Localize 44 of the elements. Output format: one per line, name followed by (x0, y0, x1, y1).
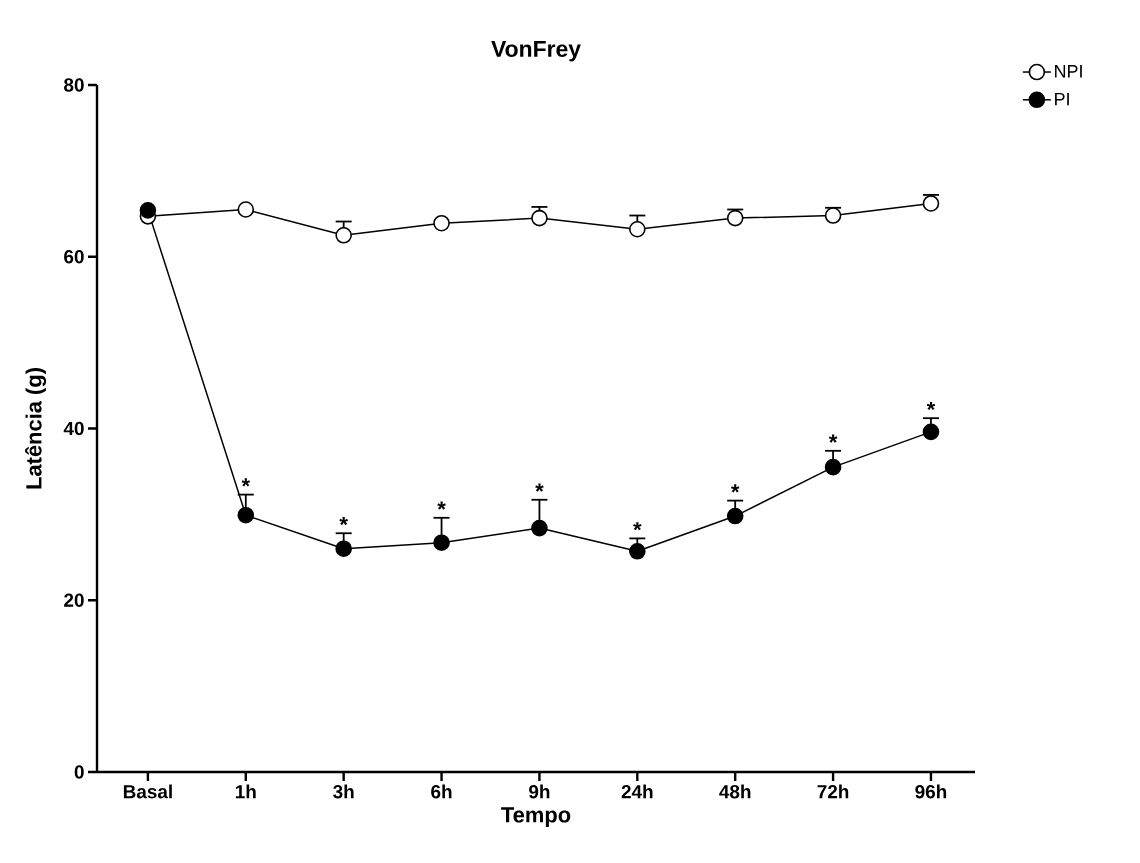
x-tick-label: 96h (915, 784, 947, 799)
y-tick-label: 80 (64, 78, 84, 92)
y-tick-label: 40 (63, 421, 84, 436)
x-tick-label: 9h (529, 784, 550, 799)
annotation: * (633, 522, 642, 531)
point (629, 542, 646, 560)
point (629, 220, 646, 238)
point (531, 519, 548, 537)
annotation: * (241, 478, 251, 487)
x-tick-label: Basal (123, 784, 172, 799)
x-tick-label: 24h (621, 784, 653, 799)
x-axis-title: Tempo (501, 807, 571, 827)
annotation: * (731, 484, 740, 493)
y-tick-label: 60 (64, 250, 84, 264)
point (726, 209, 744, 227)
point (922, 423, 940, 441)
y-axis-title: Latência (g) (25, 368, 47, 489)
point (433, 534, 450, 551)
y-tick-label: 20 (64, 593, 84, 607)
point (531, 209, 548, 227)
annotation: * (535, 483, 544, 492)
point (237, 506, 255, 524)
point (335, 540, 352, 558)
point (335, 226, 352, 244)
x-tick-label: 6h (431, 784, 452, 799)
point (237, 201, 255, 218)
x-tick-label: 48h (719, 784, 751, 799)
annotation: * (926, 401, 936, 411)
x-tick-label: 72h (817, 784, 849, 799)
point (139, 202, 157, 219)
chart-title: VonFrey (491, 40, 581, 62)
point (824, 458, 842, 476)
legend-label: PI (1055, 92, 1069, 106)
legend-label: NPI (1055, 65, 1082, 78)
x-tick-label: 3h (333, 784, 354, 799)
x-tick-label: 1h (235, 784, 256, 799)
point (433, 214, 450, 232)
y-tick-label: 0 (74, 765, 84, 779)
annotation: * (828, 434, 838, 443)
point (726, 507, 744, 525)
point (824, 207, 842, 224)
annotation: * (339, 516, 348, 526)
annotation: * (437, 501, 446, 510)
point (922, 195, 940, 212)
